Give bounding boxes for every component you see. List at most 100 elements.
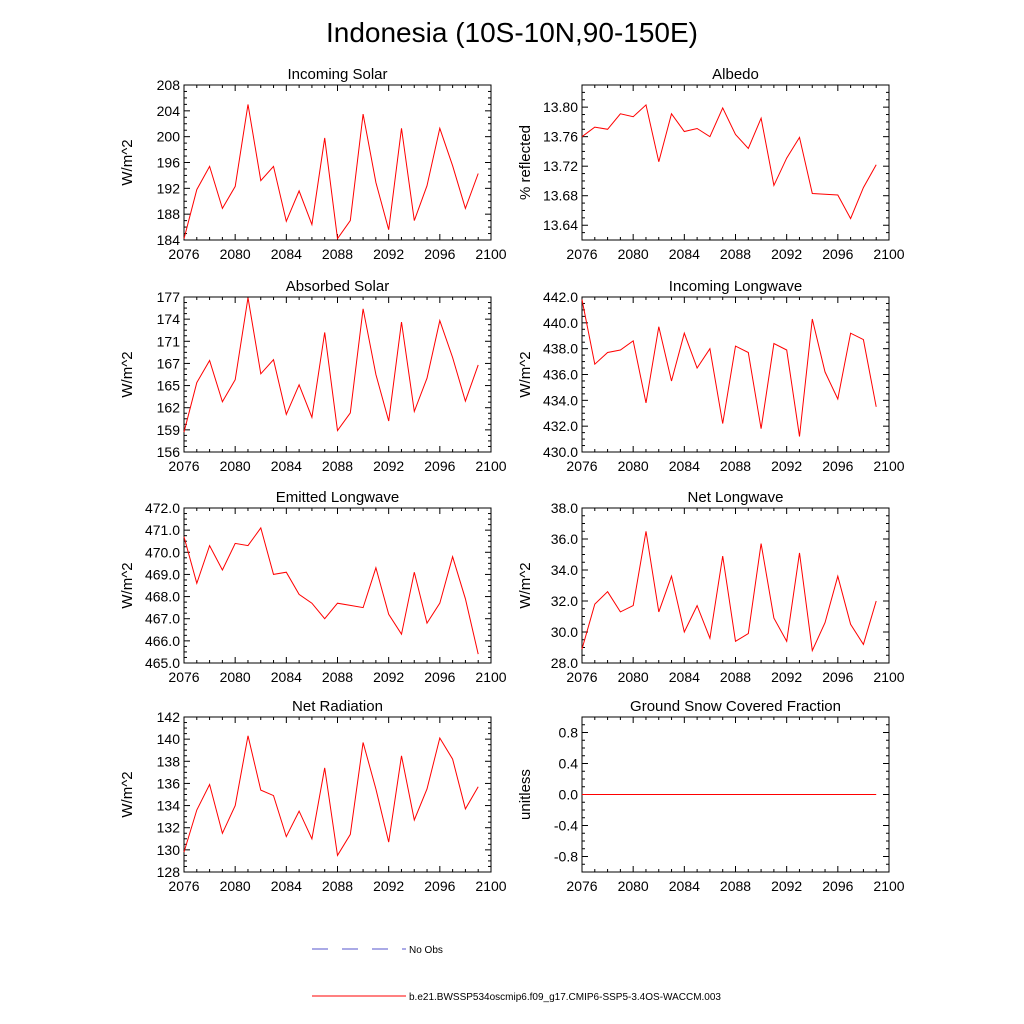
panel-title-albedo: Albedo [712,66,759,83]
panel-net-radiation: Net Radiation W/m^2 2076 2080 2084 2088 2092 20… [119,698,507,894]
y-tick-label-incoming-longwave: 432.0 [543,418,578,434]
y-tick-label-emitted-longwave: 469.0 [145,566,180,582]
y-tick-label-incoming-solar: 184 [157,232,181,248]
y-tick-label-albedo: 13.64 [543,217,578,233]
y-tick-label-ground-snow-covered-fraction: -0.8 [554,849,578,865]
panel-title-absorbed-solar: Absorbed Solar [286,278,389,295]
x-tick-label-net-longwave: 2100 [873,669,904,685]
y-tick-label-net-radiation: 134 [157,798,181,814]
x-tick-label-albedo: 2080 [618,246,649,262]
x-tick-label-net-radiation: 2084 [271,878,302,894]
x-tick-label-emitted-longwave: 2084 [271,669,302,685]
y-tick-label-emitted-longwave: 468.0 [145,589,180,605]
y-tick-label-emitted-longwave: 467.0 [145,611,180,627]
y-tick-label-albedo: 13.80 [543,99,578,115]
panel-title-incoming-longwave: Incoming Longwave [669,278,802,295]
x-tick-label-absorbed-solar: 2100 [475,458,506,474]
y-tick-label-net-longwave: 30.0 [551,624,578,640]
y-tick-label-absorbed-solar: 174 [157,311,181,327]
series-line-net-radiation [183,735,479,857]
x-tick-label-net-longwave: 2092 [771,669,802,685]
y-tick-label-net-longwave: 34.0 [551,562,578,578]
y-tick-label-ground-snow-covered-fraction: 0.4 [559,756,579,772]
y-axis-label-absorbed-solar: W/m^2 [119,351,136,397]
y-tick-label-net-radiation: 138 [157,753,181,769]
y-tick-label-emitted-longwave: 472.0 [145,500,180,516]
y-tick-label-albedo: 13.72 [543,158,578,174]
x-tick-label-incoming-solar: 2088 [322,246,353,262]
x-tick-label-incoming-solar: 2096 [424,246,455,262]
x-tick-label-emitted-longwave: 2076 [168,669,199,685]
x-tick-label-incoming-solar: 2092 [373,246,404,262]
x-tick-label-incoming-longwave: 2100 [873,458,904,474]
x-tick-label-emitted-longwave: 2092 [373,669,404,685]
x-tick-label-albedo: 2100 [873,246,904,262]
x-tick-label-net-radiation: 2080 [220,878,251,894]
legend-label-model: b.e21.BWSSP534oscmip6.f09_g17.CMIP6-SSP5… [409,992,721,1003]
x-tick-label-incoming-longwave: 2076 [566,458,597,474]
x-tick-label-ground-snow-covered-fraction: 2096 [822,878,853,894]
y-tick-label-albedo: 13.68 [543,188,578,204]
y-tick-label-absorbed-solar: 167 [157,355,181,371]
y-tick-label-incoming-longwave: 434.0 [543,392,578,408]
y-tick-label-net-radiation: 136 [157,775,181,791]
figure-title: Indonesia (10S-10N,90-150E) [326,17,698,48]
y-axis-label-incoming-solar: W/m^2 [119,139,136,185]
x-tick-label-net-radiation: 2100 [475,878,506,894]
y-tick-label-incoming-solar: 196 [157,155,181,171]
x-tick-label-ground-snow-covered-fraction: 2080 [618,878,649,894]
panel-grid: Incoming Solar W/m^2 2076 2080 2084 2088 2092 2… [119,66,905,894]
x-tick-label-incoming-solar: 2100 [475,246,506,262]
y-tick-label-emitted-longwave: 471.0 [145,522,180,538]
panel-title-net-radiation: Net Radiation [292,698,383,715]
series-line-absorbed-solar [183,297,479,433]
x-tick-label-ground-snow-covered-fraction: 2100 [873,878,904,894]
y-tick-label-albedo: 13.76 [543,129,578,145]
panel-title-net-longwave: Net Longwave [688,489,784,506]
x-tick-label-ground-snow-covered-fraction: 2084 [669,878,700,894]
y-axis-label-ground-snow-covered-fraction: unitless [517,769,534,820]
y-tick-label-net-longwave: 28.0 [551,655,578,671]
x-tick-label-emitted-longwave: 2088 [322,669,353,685]
y-tick-label-net-longwave: 36.0 [551,531,578,547]
x-tick-label-incoming-longwave: 2096 [822,458,853,474]
y-tick-label-absorbed-solar: 165 [157,378,181,394]
panel-emitted-longwave: Emitted Longwave W/m^2 2076 2080 2084 2088 209… [119,489,507,685]
series-line-incoming-longwave [581,299,877,437]
y-tick-label-incoming-longwave: 436.0 [543,367,578,383]
x-tick-label-emitted-longwave: 2080 [220,669,251,685]
x-tick-label-absorbed-solar: 2096 [424,458,455,474]
x-tick-label-emitted-longwave: 2096 [424,669,455,685]
legend-entry-model: b.e21.BWSSP534oscmip6.f09_g17.CMIP6-SSP5… [312,992,721,1003]
y-tick-label-emitted-longwave: 470.0 [145,544,180,560]
y-tick-label-net-longwave: 38.0 [551,500,578,516]
x-tick-label-incoming-longwave: 2092 [771,458,802,474]
y-tick-label-incoming-longwave: 438.0 [543,341,578,357]
panel-title-ground-snow-covered-fraction: Ground Snow Covered Fraction [630,698,841,715]
x-tick-label-albedo: 2076 [566,246,597,262]
series-line-net-longwave [581,531,877,653]
y-tick-label-absorbed-solar: 156 [157,444,181,460]
x-tick-label-absorbed-solar: 2084 [271,458,302,474]
y-axis-label-net-radiation: W/m^2 [119,771,136,817]
panel-incoming-solar: Incoming Solar W/m^2 2076 2080 2084 2088 2092 2… [119,66,507,262]
x-tick-label-ground-snow-covered-fraction: 2092 [771,878,802,894]
x-tick-label-net-longwave: 2080 [618,669,649,685]
x-tick-label-incoming-longwave: 2080 [618,458,649,474]
x-tick-label-net-longwave: 2096 [822,669,853,685]
panel-ground-snow-covered-fraction: Ground Snow Covered Fraction unitless 2076… [517,698,905,894]
x-tick-label-ground-snow-covered-fraction: 2076 [566,878,597,894]
y-tick-label-incoming-longwave: 442.0 [543,289,578,305]
y-tick-label-ground-snow-covered-fraction: -0.4 [554,818,578,834]
y-tick-label-incoming-longwave: 430.0 [543,444,578,460]
y-tick-label-ground-snow-covered-fraction: 0.8 [559,725,579,741]
series-line-albedo [581,103,877,220]
y-tick-label-net-radiation: 142 [157,709,181,725]
x-tick-label-net-longwave: 2084 [669,669,700,685]
x-tick-label-net-longwave: 2088 [720,669,751,685]
x-tick-label-albedo: 2084 [669,246,700,262]
y-tick-label-emitted-longwave: 466.0 [145,633,180,649]
x-tick-label-incoming-longwave: 2088 [720,458,751,474]
